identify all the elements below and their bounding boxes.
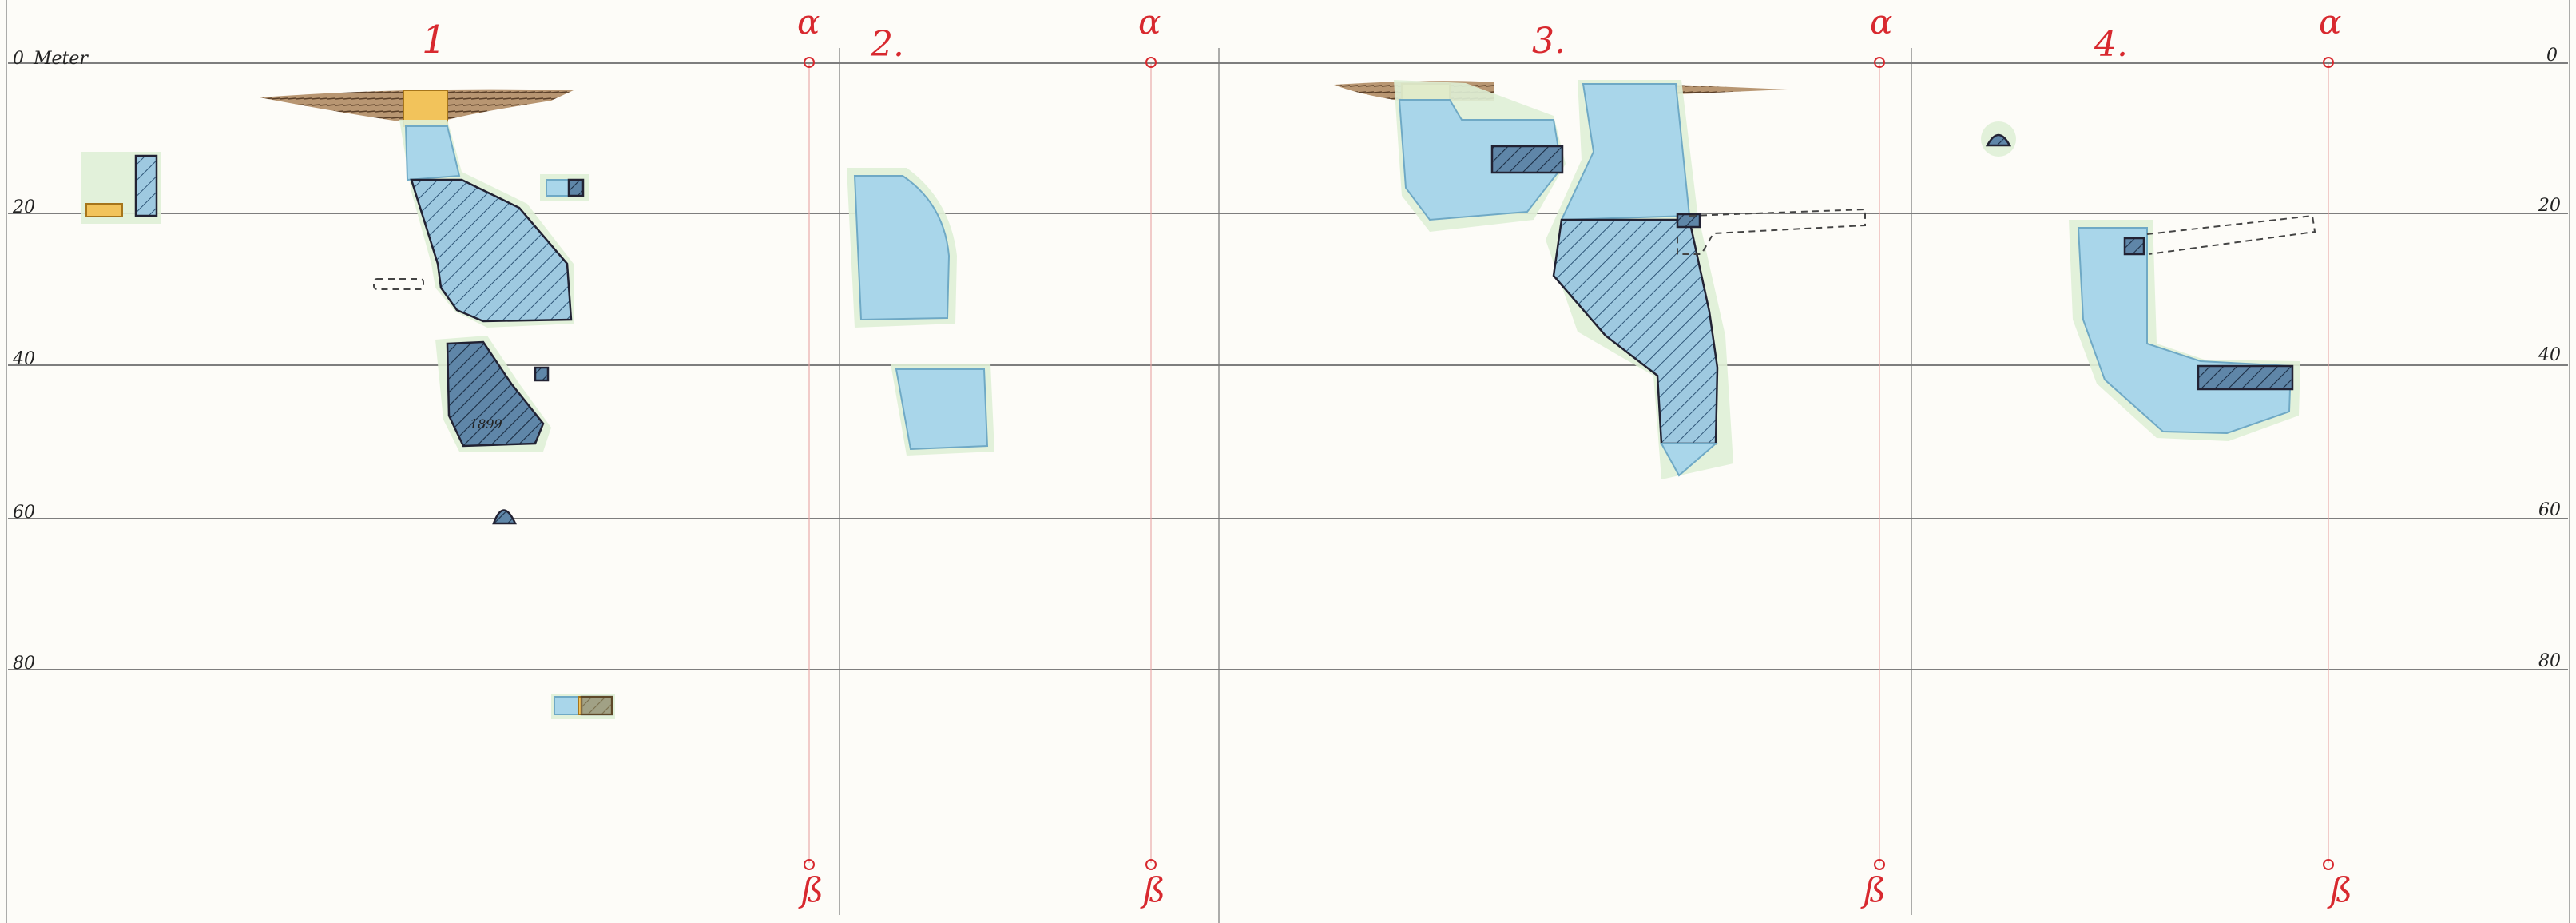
alpha-markers: α α α α	[797, 2, 2341, 42]
cave-water-1a	[404, 125, 461, 181]
beta-marker-4: ß	[2327, 870, 2352, 909]
hatched-chamber-1b	[446, 340, 545, 448]
small-hatched-1d	[492, 509, 517, 525]
small-hatched-4	[1985, 133, 2012, 147]
dashed-passage-4	[2146, 214, 2316, 255]
alpha-point-2	[1145, 57, 1157, 68]
left-depth-scale: 0 Meter 20 40 60 80	[12, 49, 89, 674]
left-label-0: 0	[13, 49, 24, 69]
right-label-80: 80	[2538, 651, 2561, 671]
small-hatched-1c	[534, 366, 550, 382]
right-label-0: 0	[2546, 46, 2558, 66]
alpha-marker-2: α	[1138, 2, 1161, 42]
cave-water-2b	[895, 368, 989, 451]
left-ochre-1	[85, 203, 123, 217]
beta-marker-2: ß	[1140, 870, 1165, 909]
surface-crust-3b	[1673, 85, 1788, 94]
section-2-profile	[847, 168, 994, 456]
bottom-hatched-1	[580, 695, 613, 716]
right-label-40: 40	[2538, 345, 2561, 365]
section-numbers: 1 2. 3. 4.	[422, 18, 2128, 65]
cave-water-2a	[853, 175, 951, 321]
right-depth-scale: 0 20 40 60 80	[2538, 46, 2561, 671]
section-1-profile: 1899	[81, 89, 615, 719]
section-number-4: 4.	[2094, 24, 2128, 65]
beta-point-4	[2323, 859, 2334, 870]
cave-water-3c	[1660, 443, 1718, 477]
right-label-60: 60	[2538, 500, 2561, 520]
section-3-profile	[1334, 80, 1866, 479]
dashed-passage-1	[373, 278, 424, 290]
right-label-20: 20	[2538, 196, 2561, 216]
hatched-block-4	[2197, 364, 2294, 391]
left-label-60: 60	[13, 503, 35, 523]
sample-label-1899: 1899	[470, 416, 502, 432]
left-label-20: 20	[12, 197, 35, 217]
bottom-pocket-1	[554, 696, 579, 715]
left-hatched-1	[134, 154, 158, 217]
section-number-2: 2.	[870, 24, 904, 65]
alpha-beta-lines	[804, 57, 2334, 870]
alpha-point-1	[804, 57, 815, 68]
cave-water-4	[2077, 227, 2292, 435]
beta-marker-1: ß	[798, 870, 824, 909]
section-number-3: 3.	[1532, 21, 1566, 62]
beta-marker-3: ß	[1860, 870, 1886, 909]
section-number-1: 1	[422, 18, 447, 62]
beta-point-3	[1874, 859, 1885, 870]
alpha-marker-3: α	[1870, 2, 1892, 42]
beta-markers: ß ß ß ß	[798, 870, 2352, 909]
left-label-80: 80	[13, 654, 35, 674]
left-label-40: 40	[12, 349, 35, 369]
section-4-profile	[1981, 121, 2316, 441]
alpha-point-4	[2323, 57, 2334, 68]
hatched-block-3a	[1490, 145, 1564, 174]
dashed-passage-3	[1677, 208, 1866, 255]
alpha-marker-1: α	[797, 2, 820, 42]
section-dividers	[6, 0, 2570, 923]
alpha-marker-4: α	[2319, 2, 2341, 42]
unit-label: Meter	[33, 49, 89, 69]
small-hatched-4b	[2123, 237, 2145, 256]
hatched-chamber-1a	[410, 178, 573, 323]
small-hatched-1	[567, 178, 585, 197]
small-hatched-3	[1676, 213, 1701, 229]
beta-point-1	[804, 859, 815, 870]
cave-water-3b	[1560, 83, 1691, 221]
beta-point-2	[1145, 859, 1157, 870]
alpha-point-3	[1874, 57, 1885, 68]
